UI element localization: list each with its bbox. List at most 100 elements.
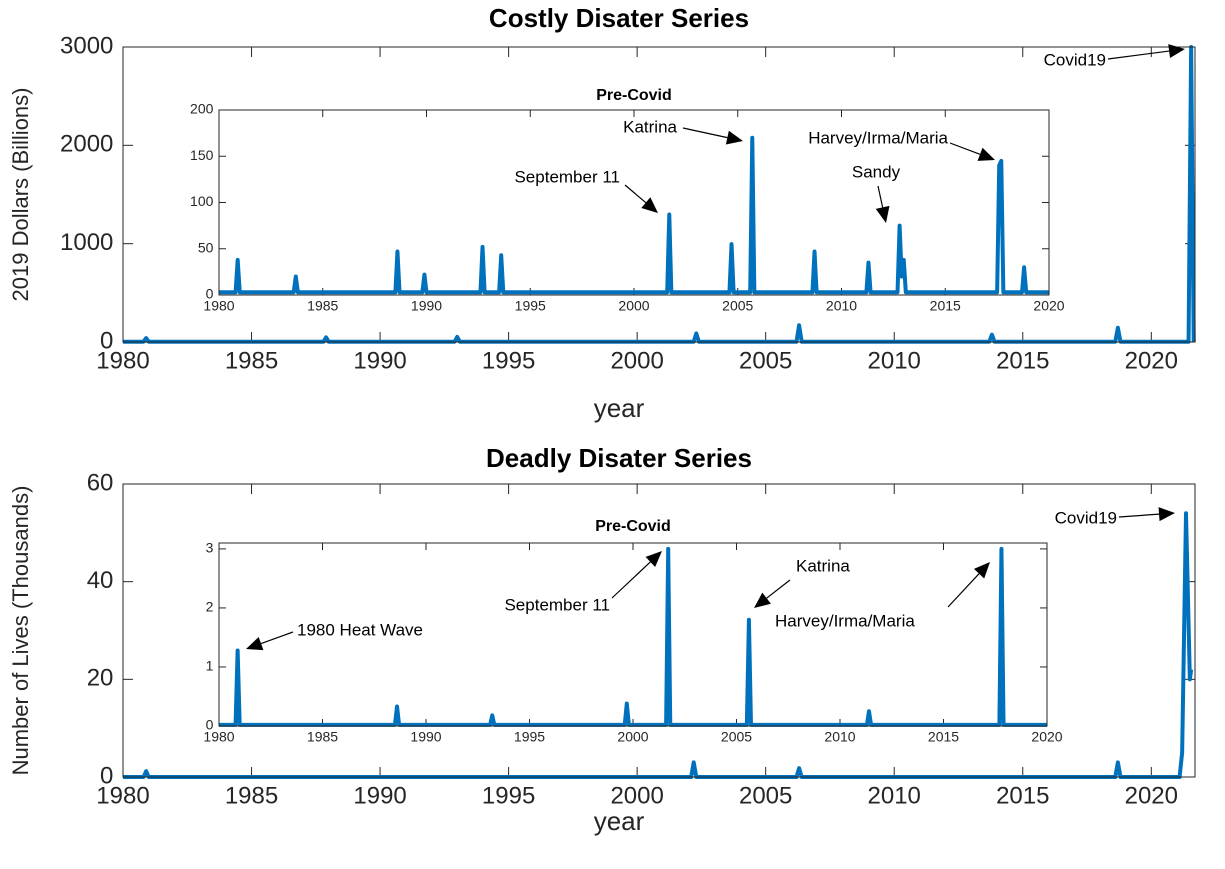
x-tick-label: 2010: [868, 348, 921, 375]
annotation: 1980 Heat Wave: [297, 620, 423, 639]
annotation-arrow: [949, 142, 981, 155]
chart-title: Deadly Disater Series: [486, 443, 752, 473]
x-tick-label: 2015: [930, 298, 961, 314]
annotation: September 11: [514, 167, 620, 186]
axes-box: [122, 46, 1196, 343]
x-axis-label: year: [594, 806, 645, 836]
annotation-arrow: [947, 573, 980, 608]
y-tick-label: 3000: [60, 32, 113, 59]
y-tick-label: 40: [87, 567, 114, 594]
y-tick-label: 0: [100, 327, 113, 354]
annotation: Harvey/Irma/Maria: [775, 611, 915, 630]
chart-title: Costly Disater Series: [489, 3, 749, 33]
x-tick-label: 2000: [610, 783, 663, 810]
y-tick-label: 20: [87, 665, 114, 692]
x-tick-label: 1985: [225, 783, 278, 810]
x-tick-label: 2015: [928, 729, 959, 745]
arrow-head: [645, 551, 662, 568]
y-tick-label: 1: [206, 658, 214, 674]
x-tick-label: 2010: [868, 783, 921, 810]
x-tick-label: 1980: [96, 783, 149, 810]
x-tick-label: 2005: [721, 729, 752, 745]
inset-background: [219, 543, 1047, 726]
x-tick-label: 1995: [482, 348, 535, 375]
data-line: [123, 511, 1194, 779]
x-tick-label: 2020: [1125, 783, 1178, 810]
annotation: September 11: [504, 595, 610, 614]
axes-box: [122, 483, 1196, 778]
annotation-arrow: [1107, 50, 1170, 60]
annotation-arrow: [260, 631, 294, 645]
annotation: Covid19: [1044, 50, 1106, 69]
x-tick-label: 2000: [610, 348, 663, 375]
data-line: [219, 546, 1047, 727]
annotation-arrow: [766, 579, 791, 599]
y-tick-label: 2000: [60, 131, 113, 158]
x-tick-label: 2015: [996, 783, 1049, 810]
annotation: Harvey/Irma/Maria: [808, 128, 948, 147]
x-tick-label: 1980: [203, 298, 234, 314]
annotation-arrow: [1118, 513, 1160, 518]
arrow-head: [1158, 507, 1175, 522]
arrow-head: [641, 197, 658, 213]
x-tick-label: 2020: [1033, 298, 1064, 314]
x-tick-label: 1990: [353, 783, 406, 810]
y-tick-label: 0: [206, 286, 214, 302]
y-tick-label: 150: [190, 147, 214, 163]
x-tick-label: 2000: [617, 729, 648, 745]
arrow-head: [754, 592, 771, 608]
inset-title: Pre-Covid: [596, 87, 672, 104]
y-tick-label: 2: [206, 599, 214, 615]
x-tick-label: 1980: [203, 729, 234, 745]
arrow-head: [973, 562, 990, 579]
x-tick-label: 1985: [307, 729, 338, 745]
annotation: Katrina: [796, 556, 850, 575]
y-tick-label: 3: [206, 540, 214, 556]
x-tick-label: 1985: [307, 298, 338, 314]
arrow-head: [725, 130, 743, 145]
arrow-head: [977, 147, 995, 161]
x-tick-label: 1985: [225, 348, 278, 375]
arrow-head: [246, 636, 264, 651]
x-axis-label: year: [594, 393, 645, 423]
axes-box: [218, 542, 1048, 727]
x-tick-label: 1990: [410, 729, 441, 745]
x-tick-label: 2005: [739, 348, 792, 375]
arrow-head: [875, 205, 890, 223]
x-tick-label: 1995: [514, 729, 545, 745]
x-tick-label: 2005: [722, 298, 753, 314]
y-tick-label: 0: [206, 717, 214, 733]
x-tick-label: 1990: [411, 298, 442, 314]
y-tick-label: 0: [100, 762, 113, 789]
y-tick-label: 200: [190, 101, 214, 117]
x-tick-label: 1995: [515, 298, 546, 314]
x-tick-label: 2005: [739, 783, 792, 810]
data-line: [219, 135, 1049, 295]
x-tick-label: 2020: [1125, 348, 1178, 375]
y-tick-label: 60: [87, 469, 114, 496]
y-axis-label: Number of Lives (Thousands): [8, 486, 33, 776]
axes-box: [218, 109, 1050, 296]
annotation: Covid19: [1055, 508, 1117, 527]
x-tick-label: 2020: [1031, 729, 1062, 745]
x-tick-label: 1990: [353, 348, 406, 375]
annotation: Katrina: [623, 117, 677, 136]
x-tick-label: 1995: [482, 783, 535, 810]
annotation-arrow: [877, 185, 884, 208]
annotation-arrow: [624, 184, 647, 204]
y-tick-label: 50: [198, 239, 214, 255]
x-tick-label: 2015: [996, 348, 1049, 375]
y-axis-label: 2019 Dollars (Billions): [8, 88, 33, 302]
arrow-head: [1168, 44, 1185, 59]
y-tick-label: 100: [190, 193, 214, 209]
x-tick-label: 2000: [618, 298, 649, 314]
inset-background: [219, 110, 1049, 295]
annotation: Sandy: [852, 162, 901, 181]
y-tick-label: 1000: [60, 229, 113, 256]
inset-title: Pre-Covid: [595, 518, 671, 535]
annotation-arrow: [611, 561, 651, 599]
annotation-arrow: [682, 127, 728, 139]
x-tick-label: 2010: [824, 729, 855, 745]
